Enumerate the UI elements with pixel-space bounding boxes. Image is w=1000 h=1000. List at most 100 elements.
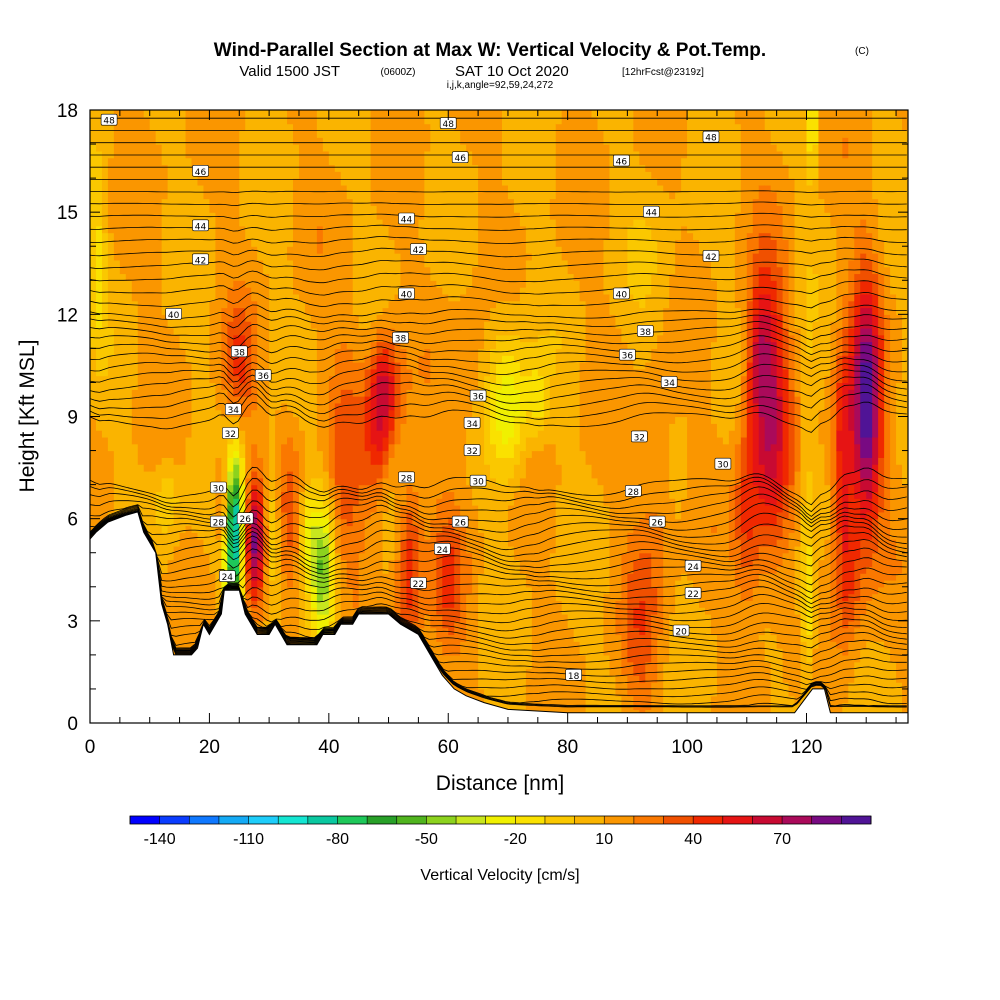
velocity-cell <box>531 416 539 438</box>
velocity-cell <box>239 430 246 445</box>
velocity-cell <box>579 110 587 302</box>
velocity-cell <box>406 389 414 486</box>
velocity-cell <box>376 355 384 363</box>
velocity-cell <box>376 375 384 431</box>
velocity-cell <box>293 178 300 295</box>
velocity-cell <box>764 232 772 268</box>
theta-label-box <box>463 444 481 456</box>
velocity-cell <box>788 110 796 179</box>
velocity-cell <box>800 110 808 506</box>
velocity-cell <box>257 579 264 588</box>
velocity-cell <box>764 110 772 132</box>
velocity-cell <box>513 334 521 363</box>
theta-label-text: 42 <box>705 253 716 263</box>
velocity-cell <box>203 110 211 200</box>
theta-contour-line <box>90 304 907 323</box>
theta-contour-line <box>90 247 907 258</box>
velocity-cell <box>406 539 414 608</box>
velocity-cell <box>651 110 658 179</box>
theta-label-box <box>451 151 469 163</box>
theta-label: 26 <box>236 512 254 525</box>
velocity-cell <box>418 518 425 629</box>
velocity-cell <box>549 443 557 554</box>
theta-label: 44 <box>192 219 209 232</box>
velocity-cell <box>227 321 234 384</box>
velocity-cell <box>531 450 539 723</box>
velocity-cell <box>549 375 557 445</box>
theta-contour-line <box>90 506 907 543</box>
velocity-cell <box>818 198 826 411</box>
velocity-cell <box>430 280 437 520</box>
velocity-cell <box>806 355 814 472</box>
velocity-cell <box>215 409 222 458</box>
velocity-cell <box>179 110 187 349</box>
theta-label-text: 42 <box>195 256 206 266</box>
velocity-cell <box>824 484 831 540</box>
y-tick-label: 15 <box>57 203 78 224</box>
velocity-cell <box>90 110 97 145</box>
colorbar-tick-label: -140 <box>144 831 176 848</box>
velocity-cell <box>782 552 790 683</box>
velocity-cell <box>621 552 628 676</box>
velocity-cell <box>221 307 228 390</box>
velocity-cell <box>860 614 867 649</box>
velocity-cell <box>639 600 646 636</box>
velocity-cell <box>878 239 885 275</box>
velocity-cell <box>597 484 605 723</box>
velocity-cell <box>782 164 790 241</box>
theta-contour-line <box>90 480 907 518</box>
velocity-cell <box>830 641 837 723</box>
velocity-cell <box>227 416 234 431</box>
velocity-cell <box>251 300 258 411</box>
velocity-cell <box>615 695 622 723</box>
velocity-cell <box>681 110 688 159</box>
velocity-cell <box>316 137 324 227</box>
velocity-cell <box>257 457 264 479</box>
theta-label: 30 <box>469 474 487 488</box>
theta-label-text: 48 <box>442 120 454 130</box>
velocity-cell <box>287 545 294 588</box>
velocity-cell <box>591 110 599 118</box>
theta-label-text: 32 <box>634 433 645 443</box>
velocity-cell <box>710 423 718 527</box>
theta-label-box <box>463 416 481 429</box>
velocity-cell <box>776 491 784 513</box>
velocity-cell <box>233 396 240 411</box>
velocity-cell <box>167 327 175 458</box>
velocity-cell <box>406 110 414 370</box>
velocity-cell <box>782 327 790 370</box>
theta-label-box <box>642 205 660 218</box>
velocity-cell <box>728 484 736 561</box>
x-tick-label: 120 <box>791 737 823 758</box>
velocity-cell <box>293 293 300 418</box>
velocity-cell <box>818 443 826 561</box>
velocity-cell <box>328 164 336 377</box>
velocity-cell <box>394 293 402 336</box>
velocity-cell <box>842 355 849 384</box>
velocity-cell <box>233 110 240 281</box>
velocity-cell <box>621 675 628 717</box>
velocity-cell <box>830 368 837 642</box>
velocity-cell <box>902 130 908 486</box>
theta-label-text: 38 <box>640 328 652 338</box>
chart-title: Wind-Parallel Section at Max W: Vertical… <box>214 40 766 61</box>
theta-label: 24 <box>433 542 451 556</box>
theta-label-text: 28 <box>401 474 413 484</box>
theta-label-box <box>613 287 630 300</box>
y-tick-label: 0 <box>67 714 78 735</box>
velocity-cell <box>848 355 855 390</box>
y-tick-label: 9 <box>67 408 78 429</box>
velocity-cell <box>884 314 891 581</box>
velocity-cell <box>161 314 169 458</box>
theta-label-box <box>398 212 415 225</box>
velocity-cell <box>519 110 527 227</box>
velocity-cell <box>866 457 873 479</box>
velocity-cell <box>442 525 449 554</box>
velocity-cell <box>878 307 885 336</box>
velocity-cell <box>316 614 324 636</box>
velocity-cell <box>155 144 163 465</box>
velocity-cell <box>436 641 443 676</box>
theta-label-text: 48 <box>705 134 717 144</box>
velocity-cell <box>113 259 121 615</box>
